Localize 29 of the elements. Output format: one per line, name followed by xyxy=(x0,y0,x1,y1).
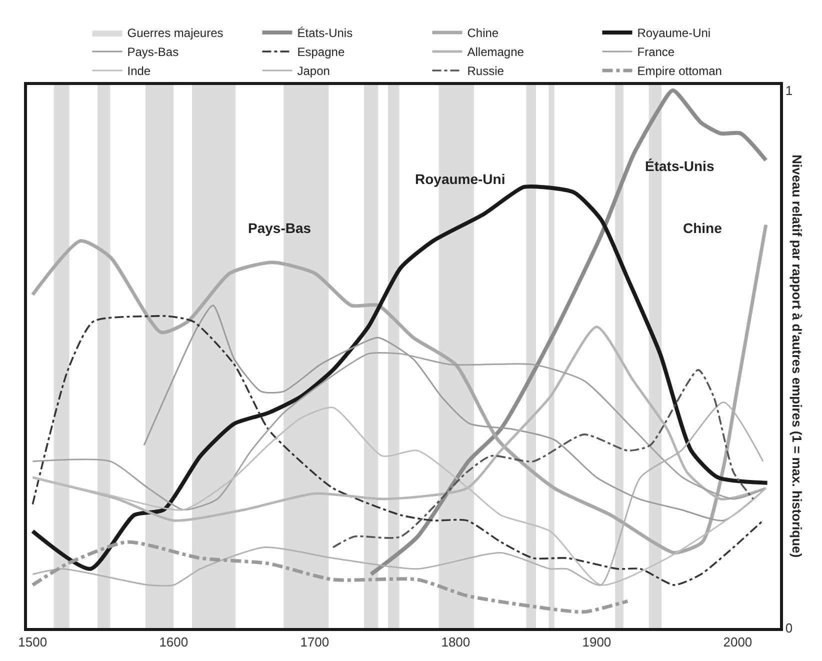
legend-label: Inde xyxy=(127,64,151,78)
x-tick-label: 1500 xyxy=(18,634,48,650)
legend-label: Espagne xyxy=(297,45,345,60)
y-tick-label: 0 xyxy=(785,620,793,636)
x-tick-label: 2000 xyxy=(723,634,752,650)
legend-label: Russie xyxy=(467,64,504,78)
line-series xyxy=(30,540,630,614)
legend-label: Royaume-Uni xyxy=(637,26,711,40)
line-series xyxy=(332,369,754,548)
y-axis-title: Niveau relatif par rapport à d'autres empires (1 = max. historique) xyxy=(789,154,804,558)
legend-label: Pays-Bas xyxy=(127,45,179,60)
annotation: Chine xyxy=(683,220,722,236)
annotation: Royaume-Uni xyxy=(415,171,506,187)
legend-label: Japon xyxy=(297,64,330,78)
legend-label: Empire ottoman xyxy=(637,64,722,78)
line-series xyxy=(32,315,764,586)
legend-label: Allemagne xyxy=(467,45,524,60)
annotation: États-Unis xyxy=(645,158,714,174)
x-tick-label: 1600 xyxy=(159,634,188,650)
legend-label: Guerres majeures xyxy=(127,26,224,40)
x-tick-label: 1700 xyxy=(300,634,330,650)
y-tick-label: 1 xyxy=(785,82,793,98)
x-tick-label: 1800 xyxy=(441,634,470,650)
x-tick-label: 1900 xyxy=(582,634,612,650)
legend-label: Chine xyxy=(467,26,499,40)
legend-label: États-Unis xyxy=(297,26,353,40)
annotation: Pays-Bas xyxy=(248,220,312,236)
line-series xyxy=(369,88,768,576)
legend-label: France xyxy=(637,45,675,60)
